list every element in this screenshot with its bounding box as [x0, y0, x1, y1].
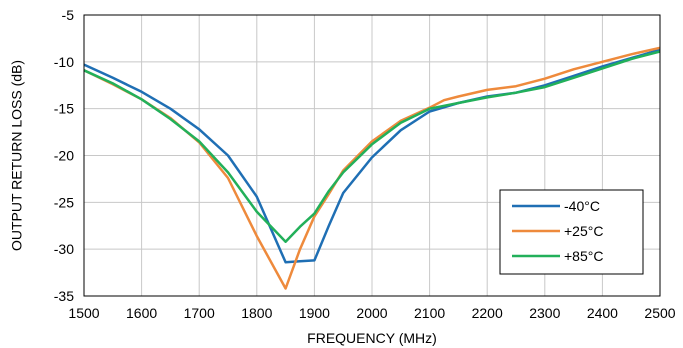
- plot-frame: [83, 14, 661, 297]
- y-tick-label: -5: [62, 7, 75, 23]
- y-tick-label: -30: [54, 241, 74, 257]
- x-tick-label: 2100: [414, 305, 445, 321]
- series-line: [83, 48, 661, 264]
- y-tick-label: -25: [54, 194, 74, 210]
- series-line: [83, 50, 661, 243]
- x-tick-label: 2000: [356, 305, 387, 321]
- legend-label: +25°C: [564, 223, 603, 239]
- x-tick-label: 1500: [68, 305, 99, 321]
- y-tick-labels: -5 -10 -15 -20 -25 -30 -35: [54, 7, 74, 304]
- x-tick-labels: 1500 1600 1700 1800 1900 2000 2100 2200 2300 2400…: [68, 305, 675, 321]
- y-tick-label: -35: [54, 288, 74, 304]
- x-tick-label: 2200: [472, 305, 503, 321]
- y-axis-title: OUTPUT RETURN LOSS (dB): [9, 60, 25, 251]
- x-tick-label: 1700: [184, 305, 215, 321]
- x-axis-title: FREQUENCY (MHz): [307, 330, 437, 346]
- legend-label: +85°C: [564, 248, 603, 264]
- y-tick-label: -15: [54, 101, 74, 117]
- x-tick-label: 2400: [587, 305, 618, 321]
- legend-label: -40°C: [564, 198, 600, 214]
- series-lines: [83, 46, 661, 290]
- x-tick-label: 2300: [529, 305, 560, 321]
- x-tick-label: 2500: [644, 305, 675, 321]
- y-tick-label: -10: [54, 54, 74, 70]
- x-tick-label: 1800: [241, 305, 272, 321]
- x-tick-label: 1900: [299, 305, 330, 321]
- legend: -40°C +25°C +85°C: [499, 189, 644, 275]
- y-tick-label: -20: [54, 148, 74, 164]
- x-tick-label: 1600: [126, 305, 157, 321]
